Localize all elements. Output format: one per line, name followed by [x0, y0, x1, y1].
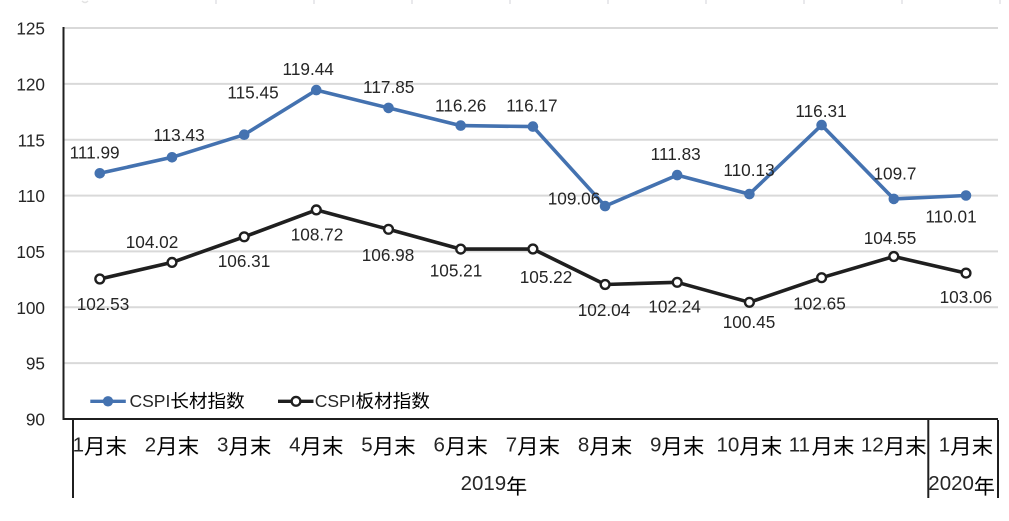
svg-text:4: 4	[289, 434, 300, 457]
svg-text:116.31: 116.31	[795, 101, 846, 121]
svg-text:111.99: 111.99	[70, 143, 120, 163]
svg-text:109.06: 109.06	[548, 189, 601, 209]
svg-text:100: 100	[16, 298, 45, 318]
svg-text:104.02: 104.02	[126, 232, 179, 252]
svg-text:2019: 2019	[461, 472, 507, 495]
svg-text:1: 1	[73, 434, 84, 457]
svg-text:9: 9	[650, 434, 661, 457]
svg-text:110.01: 110.01	[925, 206, 976, 226]
svg-text:125: 125	[16, 19, 45, 39]
svg-text:110.13: 110.13	[723, 160, 774, 180]
svg-text:2020: 2020	[928, 472, 974, 495]
svg-text:104.55: 104.55	[864, 228, 917, 248]
svg-text:116.17: 116.17	[506, 96, 557, 116]
svg-text:109.7: 109.7	[873, 164, 916, 184]
svg-text:106.98: 106.98	[362, 245, 415, 265]
svg-text:102.04: 102.04	[578, 300, 631, 320]
svg-text:12: 12	[861, 434, 884, 457]
svg-text:95: 95	[26, 354, 45, 374]
svg-text:105.21: 105.21	[430, 260, 483, 280]
svg-text:6: 6	[434, 434, 445, 457]
svg-text:90: 90	[26, 410, 45, 430]
svg-text:8: 8	[578, 434, 589, 457]
svg-text:102.65: 102.65	[793, 294, 846, 314]
svg-text:103.06: 103.06	[940, 287, 993, 307]
svg-text:100.45: 100.45	[723, 312, 776, 332]
svg-text:108.72: 108.72	[291, 225, 344, 245]
svg-text:2: 2	[145, 434, 156, 457]
svg-text:1: 1	[939, 434, 950, 457]
svg-text:102.53: 102.53	[77, 294, 130, 314]
svg-text:11: 11	[789, 434, 810, 457]
svg-text:110: 110	[18, 186, 45, 206]
svg-text:105: 105	[16, 242, 45, 262]
svg-text:113.43: 113.43	[153, 125, 204, 145]
svg-text:3: 3	[217, 434, 228, 457]
svg-text:106.31: 106.31	[218, 251, 271, 271]
svg-text:CSPI: CSPI	[315, 391, 356, 411]
svg-text:5: 5	[361, 434, 372, 457]
svg-text:111.83: 111.83	[651, 144, 701, 164]
svg-text:116.26: 116.26	[435, 96, 486, 116]
svg-text:CSPI: CSPI	[130, 391, 171, 411]
svg-text:115.45: 115.45	[227, 83, 278, 103]
svg-text:102.24: 102.24	[648, 297, 701, 317]
svg-text:10: 10	[717, 434, 740, 457]
svg-text:7: 7	[506, 434, 517, 457]
svg-text:105.22: 105.22	[520, 267, 573, 287]
svg-text:119.44: 119.44	[283, 59, 335, 79]
svg-text:117.85: 117.85	[363, 77, 414, 97]
svg-text:120: 120	[16, 74, 45, 94]
svg-text:115: 115	[18, 130, 45, 150]
